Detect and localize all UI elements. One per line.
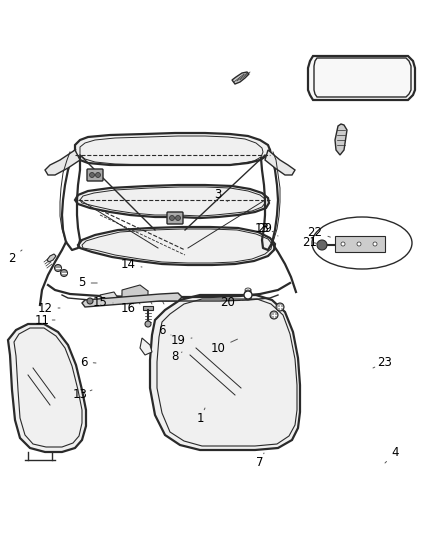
Circle shape [176, 215, 180, 221]
Text: 23: 23 [373, 356, 392, 368]
Text: 14: 14 [120, 259, 142, 271]
Circle shape [170, 215, 174, 221]
Text: 16: 16 [120, 302, 135, 314]
Circle shape [89, 173, 95, 177]
Text: 13: 13 [254, 222, 274, 235]
Text: 29: 29 [258, 222, 278, 236]
Text: 4: 4 [385, 447, 399, 463]
Circle shape [95, 173, 100, 177]
Circle shape [60, 270, 67, 277]
Bar [335, 236, 385, 252]
Polygon shape [335, 124, 347, 155]
Text: 5: 5 [78, 277, 97, 289]
Polygon shape [265, 150, 295, 175]
Polygon shape [75, 185, 269, 218]
FancyBboxPatch shape [167, 212, 183, 224]
Text: 11: 11 [35, 313, 55, 327]
Text: 15: 15 [92, 296, 113, 310]
Polygon shape [45, 150, 80, 175]
Text: 6: 6 [158, 324, 171, 336]
Circle shape [317, 240, 327, 250]
Polygon shape [122, 285, 148, 304]
Ellipse shape [312, 217, 412, 269]
Circle shape [341, 242, 345, 246]
Polygon shape [75, 133, 270, 165]
Text: 6: 6 [80, 356, 96, 368]
Polygon shape [308, 56, 415, 100]
Polygon shape [78, 227, 275, 265]
Polygon shape [8, 324, 86, 452]
Text: 21: 21 [303, 236, 318, 248]
Circle shape [87, 298, 93, 304]
Text: 13: 13 [73, 389, 92, 401]
Text: 22: 22 [307, 225, 330, 238]
Text: 2: 2 [8, 250, 22, 264]
Circle shape [54, 264, 61, 271]
Text: 3: 3 [214, 189, 228, 201]
Text: 7: 7 [256, 453, 264, 470]
Circle shape [357, 242, 361, 246]
Polygon shape [150, 295, 300, 450]
Circle shape [270, 311, 278, 319]
Circle shape [244, 291, 252, 299]
Text: 19: 19 [170, 334, 192, 346]
Circle shape [373, 242, 377, 246]
Circle shape [145, 321, 151, 327]
Text: 10: 10 [211, 339, 237, 354]
Text: 12: 12 [38, 302, 60, 314]
Polygon shape [100, 292, 118, 301]
Circle shape [276, 303, 284, 311]
Polygon shape [82, 293, 182, 307]
Text: 8: 8 [171, 351, 182, 364]
Polygon shape [47, 254, 56, 262]
Text: 1: 1 [196, 408, 205, 425]
Polygon shape [143, 306, 153, 310]
Polygon shape [232, 72, 249, 84]
Text: 20: 20 [221, 295, 241, 309]
Polygon shape [140, 338, 152, 355]
FancyBboxPatch shape [87, 169, 103, 181]
